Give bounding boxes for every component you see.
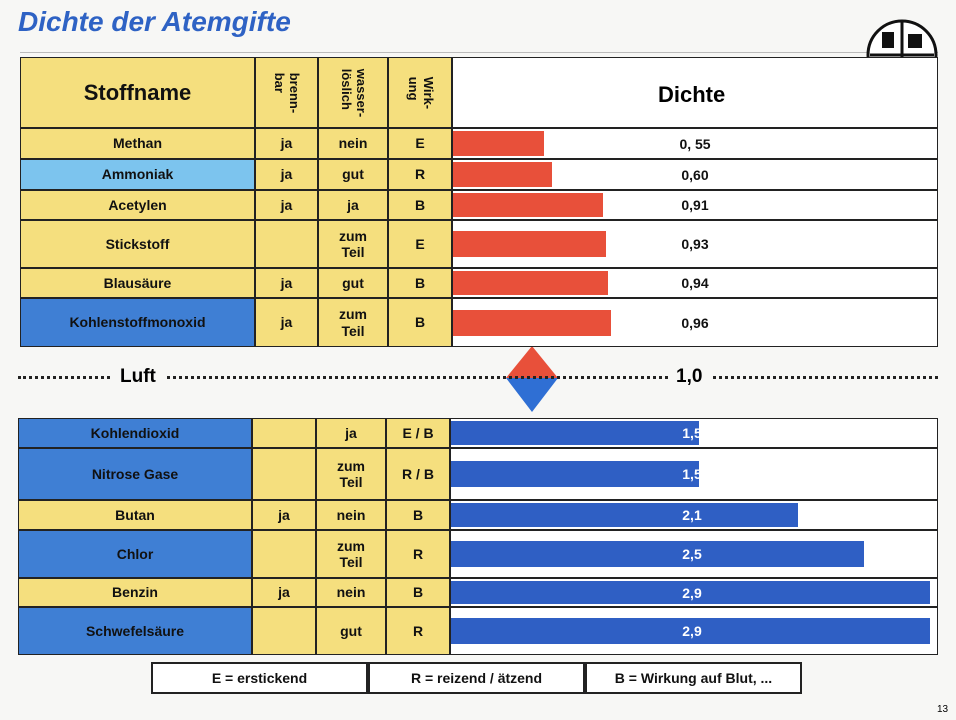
legend-item: E = erstickend <box>151 662 368 694</box>
property-cell: ja <box>255 298 318 347</box>
property-cell: nein <box>318 128 388 159</box>
property-cell: R <box>386 530 450 578</box>
property-cell <box>252 530 316 578</box>
density-bar <box>453 131 544 156</box>
property-cell: gut <box>318 159 388 190</box>
property-cell <box>252 607 316 655</box>
diamond-icon <box>506 346 558 412</box>
substance-name: Acetylen <box>20 190 255 220</box>
property-cell: gut <box>318 268 388 298</box>
header-cell: wasser- löslich <box>318 57 388 128</box>
header-cell: brenn- bar <box>255 57 318 128</box>
property-cell: B <box>386 578 450 607</box>
bar-cell <box>452 298 938 347</box>
legend-item: B = Wirkung auf Blut, ... <box>585 662 802 694</box>
property-cell: ja <box>255 190 318 220</box>
substance-name: Stickstoff <box>20 220 255 268</box>
property-cell: gut <box>316 607 386 655</box>
density-bar <box>453 231 607 257</box>
property-cell: E / B <box>386 418 450 448</box>
property-cell: zum Teil <box>318 298 388 347</box>
substance-name: Chlor <box>18 530 252 578</box>
property-cell <box>252 448 316 500</box>
header-cell <box>452 57 938 128</box>
substance-name: Butan <box>18 500 252 530</box>
density-bar <box>453 193 604 217</box>
header-text: brenn- bar <box>272 72 303 113</box>
substance-name: Nitrose Gase <box>18 448 252 500</box>
title: Dichte der Atemgifte <box>18 6 291 37</box>
air-density: 1,0 <box>668 366 711 388</box>
density-bar <box>451 461 699 487</box>
density-bar <box>451 541 864 567</box>
property-cell: zum Teil <box>316 530 386 578</box>
property-cell: R / B <box>386 448 450 500</box>
density-bar <box>451 503 798 527</box>
property-cell: E <box>388 220 452 268</box>
property-cell: E <box>388 128 452 159</box>
header-text: Wirk- ung <box>405 76 436 109</box>
property-cell: ja <box>318 190 388 220</box>
density-bar <box>451 618 930 644</box>
substance-name: Blausäure <box>20 268 255 298</box>
property-cell: zum Teil <box>318 220 388 268</box>
property-cell: B <box>388 268 452 298</box>
substance-name: Schwefelsäure <box>18 607 252 655</box>
property-cell: nein <box>316 578 386 607</box>
substance-name: Ammoniak <box>20 159 255 190</box>
property-cell: ja <box>255 159 318 190</box>
substance-name: Kohlendioxid <box>18 418 252 448</box>
air-line <box>18 376 938 379</box>
property-cell <box>255 220 318 268</box>
property-cell: nein <box>316 500 386 530</box>
property-cell: R <box>388 159 452 190</box>
density-bar <box>451 581 930 604</box>
density-bar <box>451 421 699 445</box>
property-cell: ja <box>255 128 318 159</box>
header-cell: Wirk- ung <box>388 57 452 128</box>
substance-name: Methan <box>20 128 255 159</box>
property-cell: ja <box>252 500 316 530</box>
density-bar <box>453 309 612 336</box>
substance-name: Benzin <box>18 578 252 607</box>
property-cell <box>252 418 316 448</box>
property-cell: ja <box>316 418 386 448</box>
density-bar <box>453 271 609 295</box>
property-cell: B <box>388 190 452 220</box>
property-cell: B <box>388 298 452 347</box>
header-dichte: Dichte <box>658 82 726 107</box>
header-text: wasser- löslich <box>338 68 369 117</box>
property-cell: ja <box>255 268 318 298</box>
property-cell: zum Teil <box>316 448 386 500</box>
air-label: Luft <box>112 366 164 388</box>
property-cell: R <box>386 607 450 655</box>
legend-item: R = reizend / ätzend <box>368 662 585 694</box>
page-number: 13 <box>937 704 949 715</box>
header-cell: Stoffname <box>20 57 255 128</box>
density-bar <box>453 162 552 187</box>
rule <box>20 52 938 53</box>
substance-name: Kohlenstoffmonoxid <box>20 298 255 347</box>
property-cell: B <box>386 500 450 530</box>
property-cell: ja <box>252 578 316 607</box>
